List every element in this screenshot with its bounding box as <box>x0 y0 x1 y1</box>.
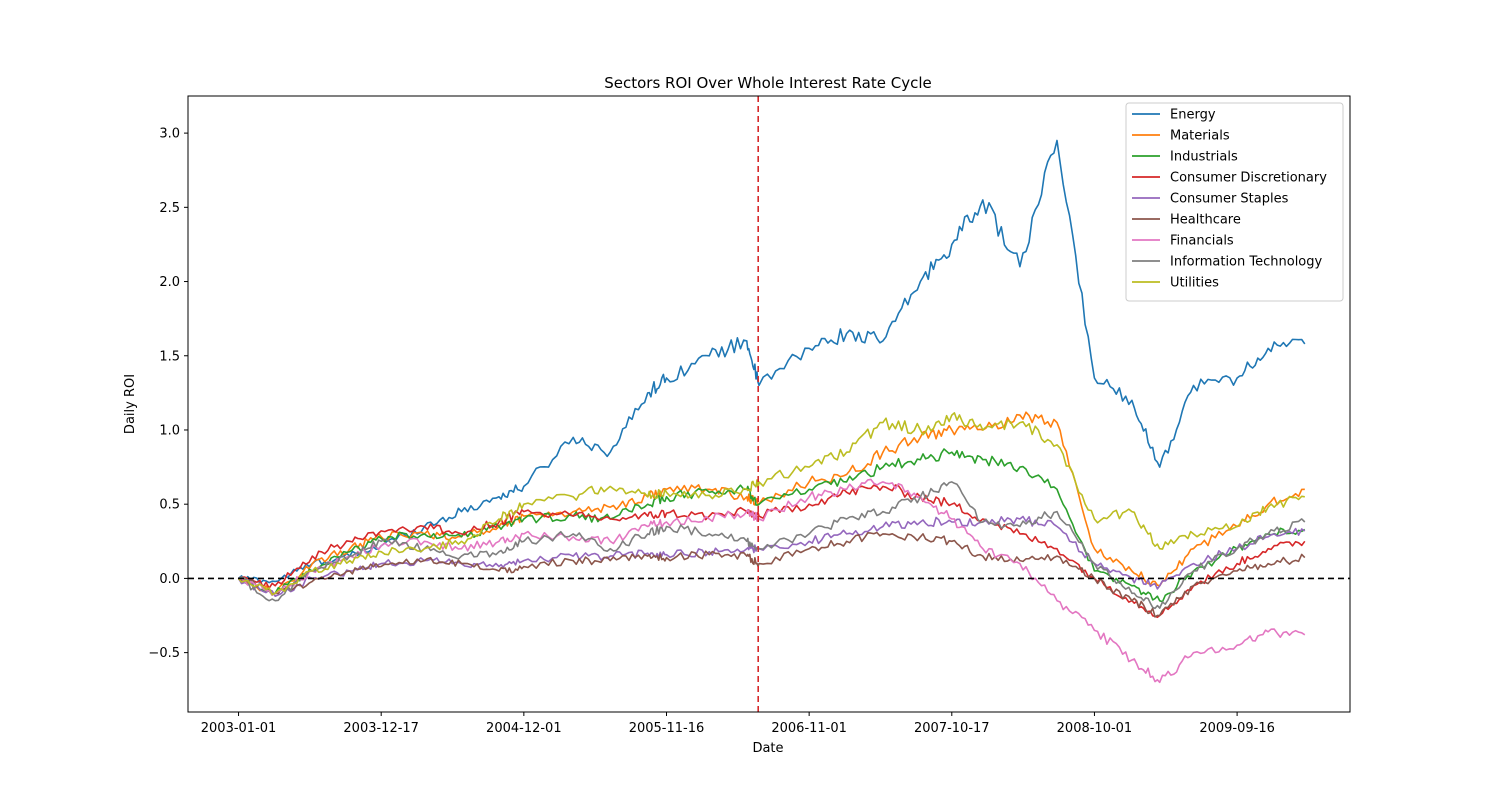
legend-label-information-technology: Information Technology <box>1170 255 1323 270</box>
series-line-industrials <box>238 448 1306 603</box>
legend-label-financials: Financials <box>1170 234 1234 249</box>
legend-label-consumer-discretionary: Consumer Discretionary <box>1170 171 1327 186</box>
legend-box <box>1125 102 1344 302</box>
y-tick-label: 3.0 <box>159 127 180 142</box>
plot-area <box>188 96 1350 712</box>
x-tick-label: 2006-11-01 <box>771 721 847 736</box>
chart-title: Sectors ROI Over Whole Interest Rate Cyc… <box>604 74 931 92</box>
series-line-healthcare <box>237 531 1306 618</box>
x-tick-label: 2004-12-01 <box>486 721 562 736</box>
y-tick-label: 2.0 <box>159 275 180 290</box>
y-tick-label: −0.5 <box>148 646 180 661</box>
legend-label-industrials: Industrials <box>1170 150 1238 165</box>
legend-label-consumer-staples: Consumer Staples <box>1170 192 1289 207</box>
series-line-utilities <box>237 412 1305 596</box>
series-line-financials <box>238 478 1306 684</box>
y-axis-title: Daily ROI <box>123 374 138 434</box>
series-line-materials <box>237 411 1305 595</box>
y-tick-label: 0.5 <box>159 498 180 513</box>
legend: Energy Materials Industrials Consumer Discr… <box>1125 102 1344 302</box>
x-tick-label: 2003-01-01 <box>201 721 277 736</box>
y-axis: −0.5 0.0 0.5 1.0 1.5 2.0 2.5 3.0 <box>148 127 188 661</box>
y-tick-label: 1.0 <box>159 423 180 438</box>
x-tick-label: 2007-10-17 <box>914 721 990 736</box>
y-tick-label: 0.0 <box>159 572 180 587</box>
y-tick-label: 1.5 <box>159 349 180 364</box>
x-tick-label: 2009-09-16 <box>1199 721 1275 736</box>
legend-label-utilities: Utilities <box>1170 276 1219 291</box>
x-tick-label: 2003-12-17 <box>343 721 419 736</box>
y-tick-label: 2.5 <box>159 201 180 216</box>
x-axis: 2003-01-01 2003-12-17 2004-12-01 2005-11-16… <box>201 712 1275 736</box>
x-tick-label: 2005-11-16 <box>629 721 705 736</box>
legend-label-healthcare: Healthcare <box>1170 213 1241 228</box>
legend-label-energy: Energy <box>1170 108 1216 123</box>
legend-label-materials: Materials <box>1170 129 1230 144</box>
plot-frame <box>187 95 1351 713</box>
x-axis-title: Date <box>752 741 783 756</box>
x-tick-label: 2008-10-01 <box>1057 721 1133 736</box>
